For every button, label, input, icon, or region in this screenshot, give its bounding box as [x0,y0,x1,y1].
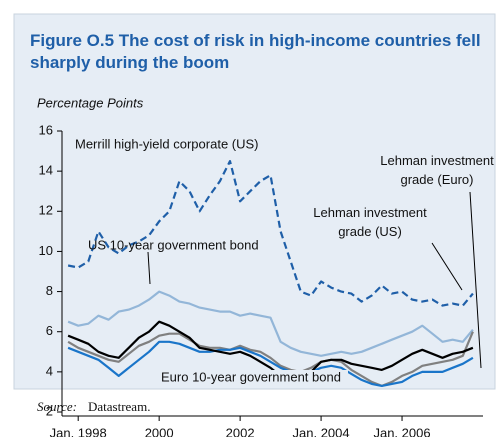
y-tick-label: 6 [46,323,53,338]
series-line [67,290,474,357]
series-label: Lehman investment grade (US) [313,205,427,239]
pointer [147,251,151,285]
y-tick-label: 2 [46,403,53,418]
source-label: Source: [37,399,77,414]
panel [13,13,496,390]
chart-title: Figure O.5 The cost of risk in high-inco… [30,31,481,72]
series-line [67,160,474,307]
series-line [67,331,474,387]
series-line [67,340,474,387]
label-bg [158,370,348,386]
y-tick-label: 12 [39,203,53,218]
y-tick-label: 10 [39,243,53,258]
series-line [67,320,474,383]
series-label: US 10-year government bond [88,237,259,252]
y-tick-label: 16 [39,122,53,137]
series-label: Merrill high-yield corporate (US) [75,136,259,151]
title-box: Figure O.5 The cost of risk in high-inco… [30,31,481,72]
x-tick-label: 2000 [145,425,174,437]
x-tick-label: Jan. 1998 [50,425,107,437]
y-axis-label: Percentage Points [37,95,144,110]
series-label: Lehman investment grade (Euro) [380,153,494,187]
x-tick-label: Jan. 2004 [293,425,350,437]
x-tick-label: 2002 [226,425,255,437]
y-tick-label: 14 [39,163,53,178]
source: Datastream. [88,399,150,414]
series-label: Euro 10-year government bond [161,369,341,384]
x-tick-label: Jan. 2006 [373,425,430,437]
pointer [431,242,463,291]
pointer [469,191,482,369]
y-tick-label: 8 [46,283,53,298]
y-tick-label: 4 [46,363,53,378]
